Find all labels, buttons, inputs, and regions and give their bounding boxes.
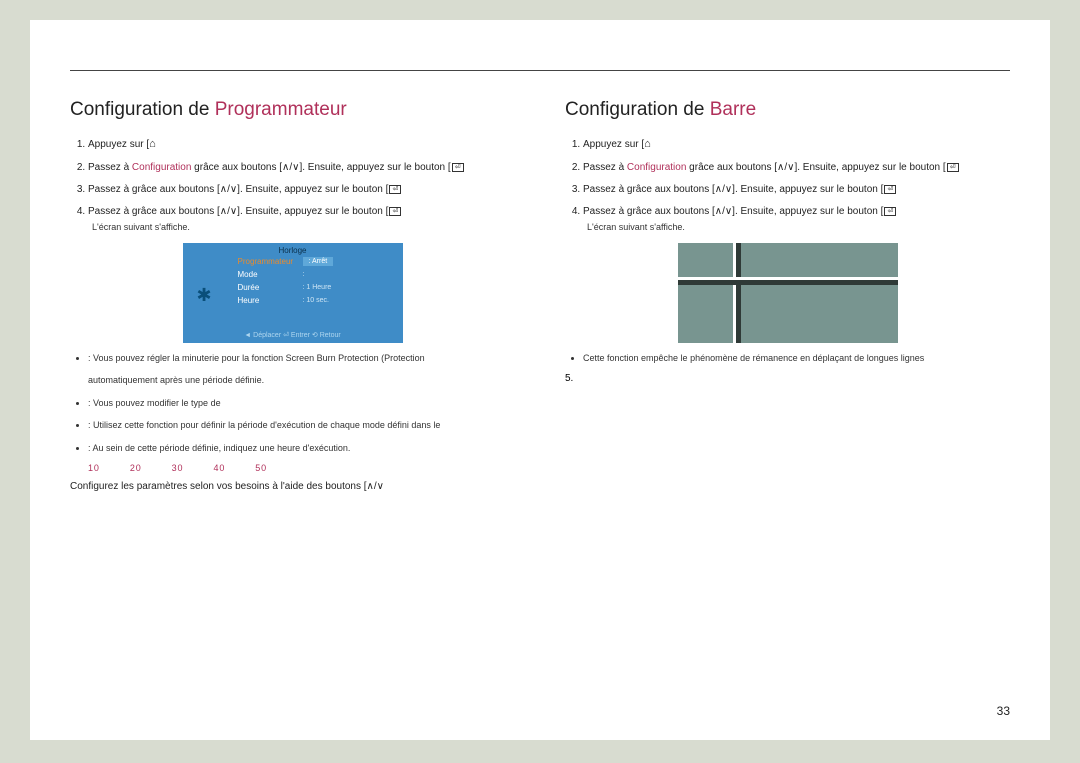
heading-accent: Barre [710, 99, 756, 120]
osd-row: Mode: [183, 268, 403, 281]
bullet-item: : Utilisez cette fonction pour définir l… [88, 418, 515, 432]
bullets-left: : Vous pouvez régler la minuterie pour l… [70, 351, 515, 455]
bullet-item: : Vous pouvez modifier le type de [88, 396, 515, 410]
heading-right: Configuration de Barre [565, 99, 1010, 121]
osd-row: Programmateur: Arrêt [183, 255, 403, 268]
bullet-item: : Vous pouvez régler la minuterie pour l… [88, 351, 515, 365]
home-icon: ⌂ [149, 138, 156, 150]
steps-left: Appuyez sur [⌂ Passez à Configuration grâ… [70, 135, 515, 235]
bullet-item: : Au sein de cette période définie, indi… [88, 441, 515, 455]
heading-left: Configuration de Programmateur [70, 99, 515, 121]
interval-value: 50 [255, 463, 267, 473]
bullets-right: Cette fonction empêche le phénomène de r… [565, 351, 1010, 365]
page-number: 33 [997, 704, 1010, 718]
gear-icon: ✱ [197, 285, 217, 305]
osd-title: Horloge [183, 243, 403, 255]
home-icon: ⌂ [644, 138, 651, 150]
enter-icon: ⏎ [389, 185, 401, 194]
enter-icon: ⏎ [452, 163, 464, 172]
column-right: Configuration de Barre Appuyez sur [⌂ Pas… [565, 99, 1010, 492]
osd-footer: ◄ Déplacer ⏎ Entrer ⟲ Retour [183, 331, 403, 339]
vertical-black-line [736, 243, 741, 343]
updown-icon: ∧/∨ [715, 184, 732, 195]
interval-value: 40 [213, 463, 225, 473]
heading-prefix: Configuration de [70, 99, 215, 120]
step-item: Passez à grâce aux boutons [∧/∨]. Ensuit… [88, 203, 515, 235]
step-item: Passez à grâce aux boutons [∧/∨]. Ensuit… [583, 203, 1010, 235]
two-columns: Configuration de Programmateur Appuyez s… [70, 99, 1010, 492]
updown-icon: ∧/∨ [282, 162, 299, 173]
step-item: Passez à Configuration grâce aux boutons… [88, 159, 515, 176]
enter-icon: ⏎ [947, 163, 959, 172]
step-item: Appuyez sur [⌂ [583, 135, 1010, 154]
divider-top [70, 70, 1010, 71]
steps-right: Appuyez sur [⌂ Passez à Configuration grâ… [565, 135, 1010, 235]
heading-accent: Programmateur [215, 99, 347, 120]
updown-icon: ∧/∨ [220, 206, 237, 217]
interval-numbers: 10 20 30 40 50 [88, 463, 515, 473]
step-item: Passez à grâce aux boutons [∧/∨]. Ensuit… [583, 181, 1010, 198]
heading-prefix: Configuration de [565, 99, 710, 120]
barre-diagram [678, 243, 898, 343]
step-item: Appuyez sur [⌂ [88, 135, 515, 154]
updown-icon: ∧/∨ [715, 206, 732, 217]
interval-value: 30 [172, 463, 184, 473]
step-item: Passez à grâce aux boutons [∧/∨]. Ensuit… [88, 181, 515, 198]
manual-page: Configuration de Programmateur Appuyez s… [30, 20, 1050, 740]
interval-value: 20 [130, 463, 142, 473]
enter-icon: ⏎ [884, 207, 896, 216]
updown-icon: ∧/∨ [220, 184, 237, 195]
osd-menu: Horloge ✱ Programmateur: ArrêtMode: Duré… [183, 243, 403, 343]
step-5: 5. [565, 373, 1010, 384]
step-item: Passez à Configuration grâce aux boutons… [583, 159, 1010, 176]
enter-icon: ⏎ [884, 185, 896, 194]
final-line: Configurez les paramètres selon vos beso… [70, 481, 515, 492]
interval-value: 10 [88, 463, 100, 473]
enter-icon: ⏎ [389, 207, 401, 216]
updown-icon: ∧/∨ [777, 162, 794, 173]
bullet-item: Cette fonction empêche le phénomène de r… [583, 351, 1010, 365]
column-left: Configuration de Programmateur Appuyez s… [70, 99, 515, 492]
horizontal-black-line [678, 280, 898, 285]
